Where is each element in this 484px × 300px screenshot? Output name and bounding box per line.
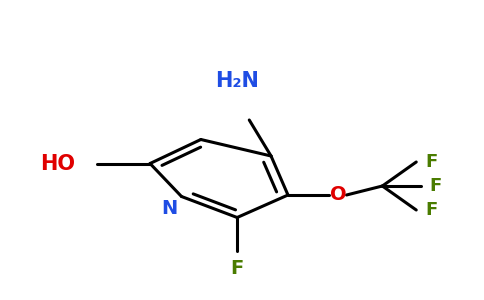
Text: O: O [330, 185, 346, 205]
Text: HO: HO [41, 154, 76, 173]
Text: N: N [161, 199, 178, 218]
Text: F: F [430, 177, 442, 195]
Text: H₂N: H₂N [215, 71, 259, 91]
Text: F: F [425, 153, 437, 171]
Text: F: F [230, 260, 244, 278]
Text: F: F [425, 201, 437, 219]
